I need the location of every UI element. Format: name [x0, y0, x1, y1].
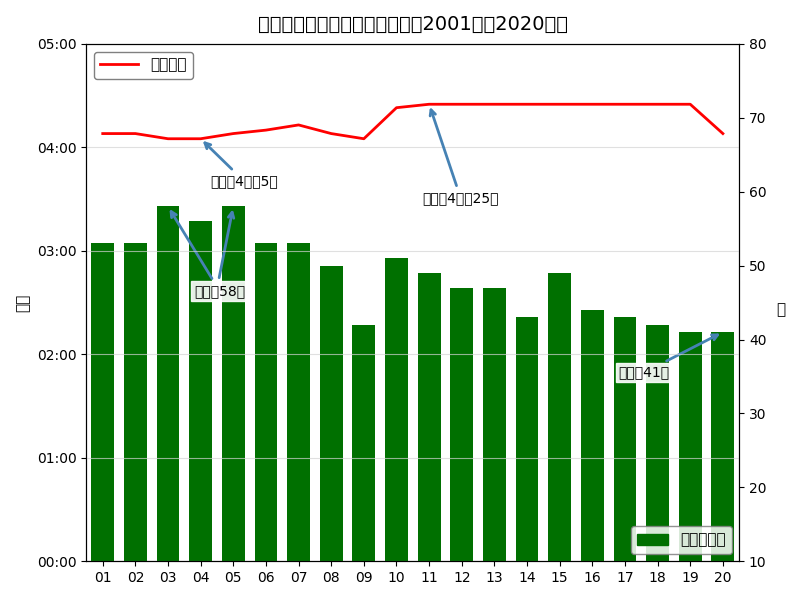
Bar — [385, 258, 408, 600]
Bar — [548, 273, 571, 600]
Bar — [222, 206, 245, 600]
Legend: 出場歌手数: 出場歌手数 — [631, 526, 731, 554]
Bar — [450, 288, 473, 600]
Bar — [287, 244, 310, 600]
Bar — [516, 317, 538, 600]
Bar — [320, 266, 342, 600]
Bar — [353, 325, 375, 600]
Bar — [254, 244, 278, 600]
Bar — [581, 310, 604, 600]
Text: 最短は4時間5分: 最短は4時間5分 — [205, 143, 278, 188]
Text: 最大は58組: 最大は58組 — [171, 212, 246, 298]
Bar — [124, 244, 146, 600]
Legend: 放送時間: 放送時間 — [94, 52, 193, 79]
Bar — [157, 206, 179, 600]
Y-axis label: 時間: 時間 — [15, 293, 30, 312]
Bar — [711, 332, 734, 600]
Text: 最長は4時間25分: 最長は4時間25分 — [422, 110, 499, 206]
Bar — [418, 273, 441, 600]
Title: 放送時間と出場歌手数の推移（2001年〜2020年）: 放送時間と出場歌手数の推移（2001年〜2020年） — [258, 15, 568, 34]
Bar — [646, 325, 669, 600]
Bar — [190, 221, 212, 600]
Bar — [614, 317, 636, 600]
Text: 最小は41組: 最小は41組 — [618, 335, 718, 379]
Y-axis label: 数: 数 — [776, 302, 785, 317]
Bar — [91, 244, 114, 600]
Bar — [483, 288, 506, 600]
Bar — [679, 332, 702, 600]
